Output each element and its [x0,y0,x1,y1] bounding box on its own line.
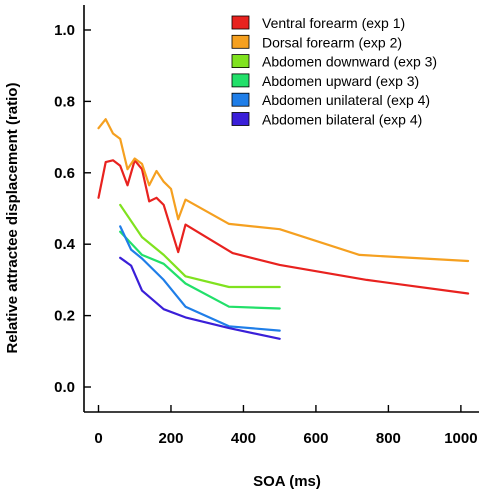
x-tick-label: 200 [158,430,183,447]
y-axis-title: Relative attractee displacement (ratio) [4,83,21,354]
legend-swatch [231,34,250,49]
legend-swatch [231,112,250,126]
series-line-3 [119,203,281,289]
x-tick-label: 800 [376,430,401,447]
series-line-5 [119,225,281,332]
legend-swatch [231,73,250,88]
legend-label: Abdomen upward (exp 3) [262,73,419,89]
y-tick-label: 0.4 [54,236,76,253]
y-tick-label: 0.0 [54,379,75,396]
legend-label: Ventral forearm (exp 1) [262,15,405,31]
y-tick-label: 0.2 [54,308,75,325]
legend: Ventral forearm (exp 1) Dorsal forearm (e… [231,15,437,128]
series-line-2 [97,118,470,263]
y-tick-label: 0.6 [54,165,75,182]
legend-label: Abdomen bilateral (exp 4) [262,112,422,128]
legend-label: Abdomen downward (exp 3) [262,54,437,70]
x-tick-label: 1000 [444,430,477,447]
series-line-4 [119,230,281,310]
legend-label: Abdomen unilateral (exp 4) [262,92,430,108]
y-tick-label: 1.0 [54,22,75,39]
x-tick-label: 0 [94,430,102,447]
series-layer [97,118,470,340]
legend-swatch [231,54,250,68]
x-tick-label: 400 [231,430,256,447]
legend-swatch [231,92,250,107]
series-line-1 [97,159,470,295]
x-axis-title: SOA (ms) [253,473,321,490]
x-ticks: 0 200 400 600 800 1000 [94,405,478,447]
y-tick-label: 0.8 [54,93,75,110]
legend-label: Dorsal forearm (exp 2) [262,34,402,50]
legend-swatch [231,15,250,30]
y-ticks: 0.0 0.2 0.4 0.6 0.8 1.0 [54,22,91,396]
axes [83,5,479,413]
x-tick-label: 600 [303,430,328,447]
series-line-6 [119,256,281,340]
